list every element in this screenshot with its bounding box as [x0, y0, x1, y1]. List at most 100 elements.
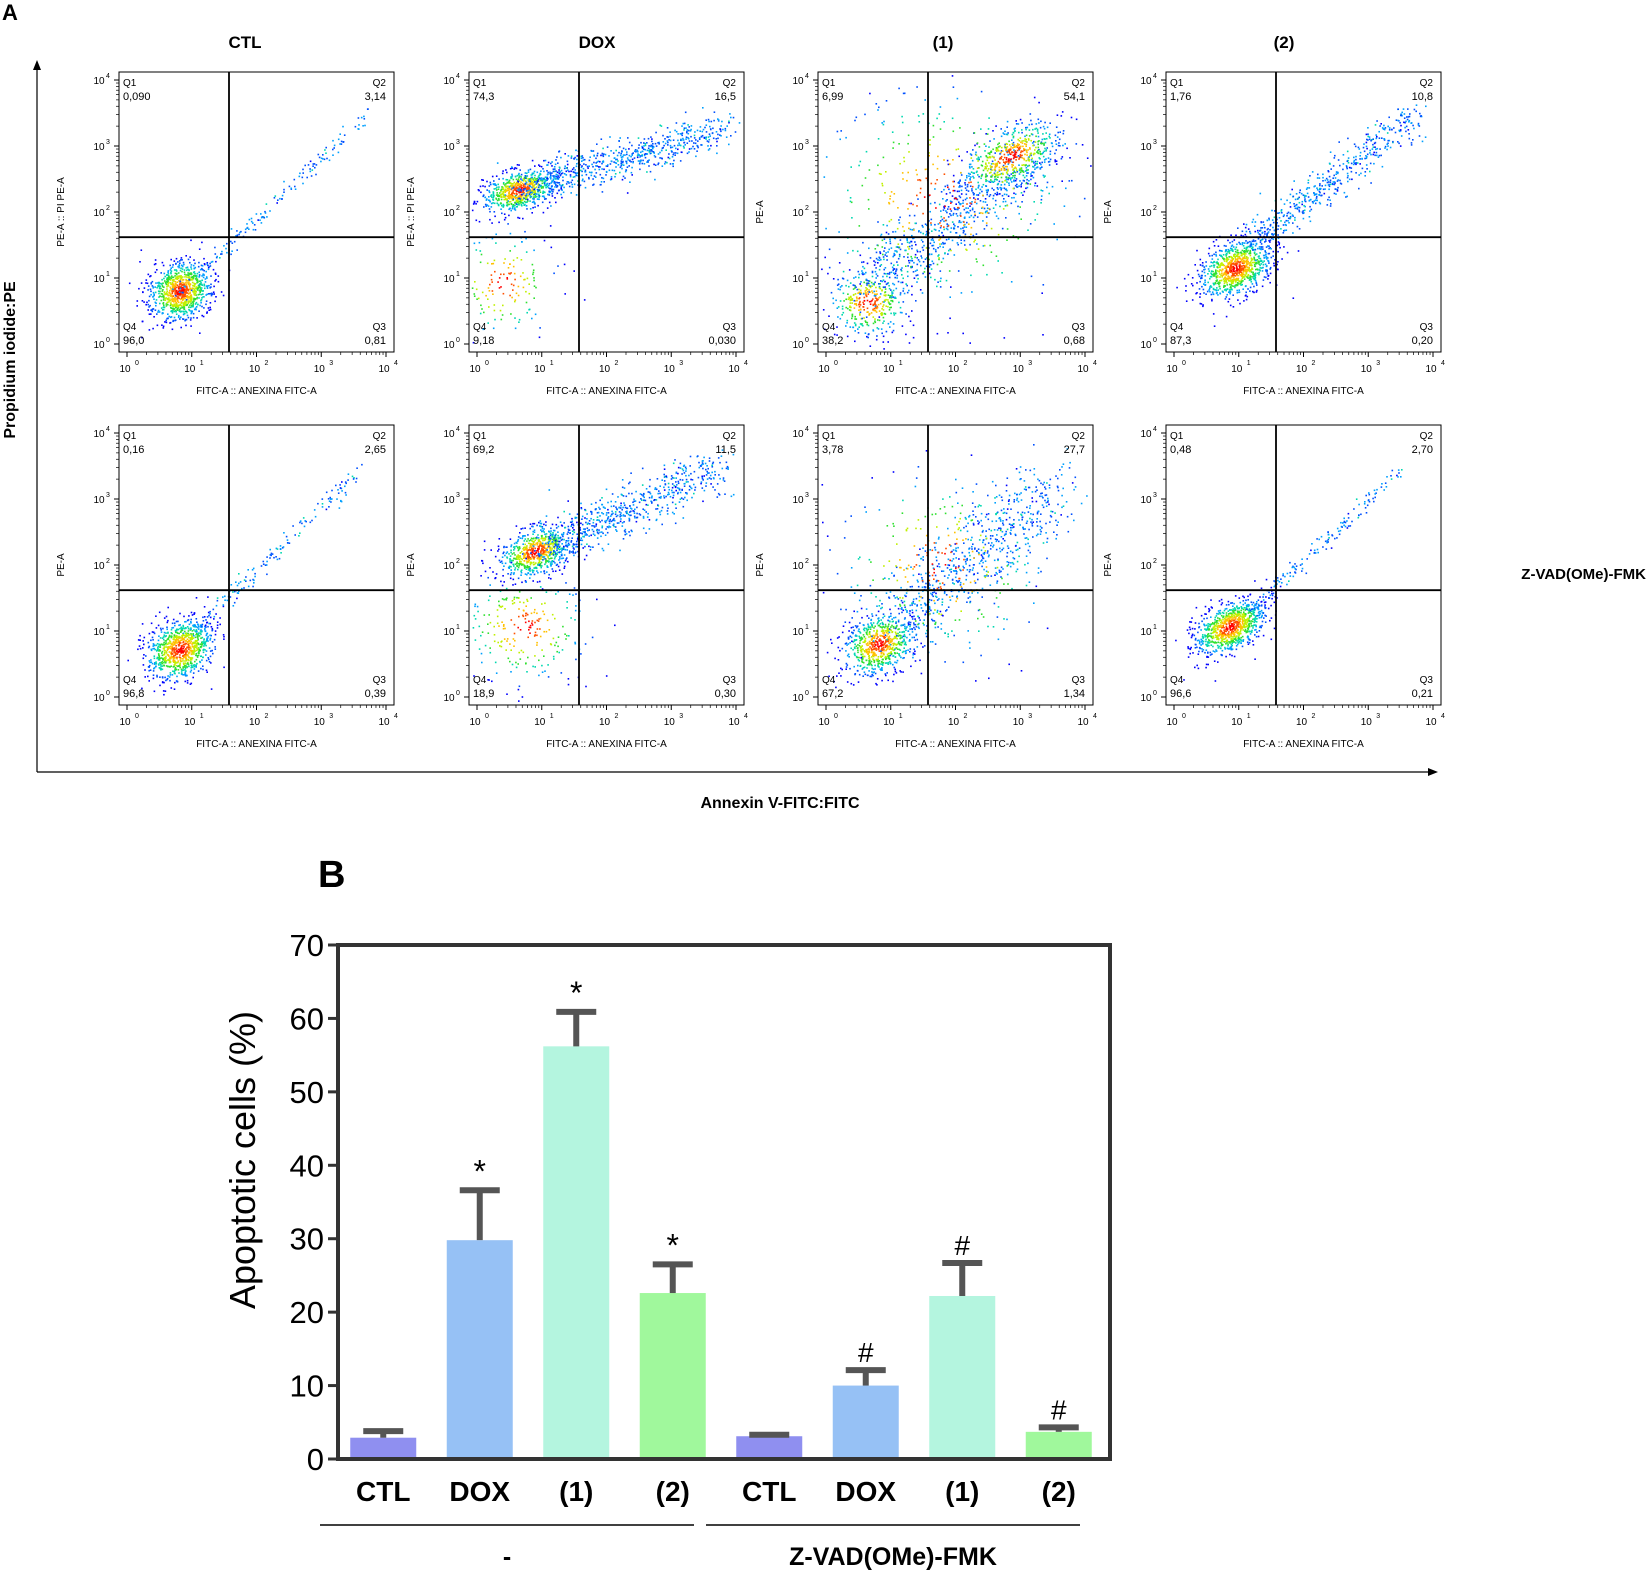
y-tick-label: 10 [93, 693, 105, 704]
quadrant-value-q3: 1,34 [1064, 688, 1085, 700]
x-tick-label: 10 [1361, 364, 1373, 375]
bar-3 [639, 1293, 706, 1457]
plot-ylabel: PE-A [406, 553, 417, 577]
plot-xlabel: FITC-A :: ANEXINA FITC-A [196, 739, 317, 750]
plot-frame [817, 424, 1094, 706]
x-tick-exponent: 3 [329, 713, 333, 720]
quadrant-label-q1: Q1 [1170, 78, 1184, 89]
quadrant-value-q1: 0,48 [1170, 444, 1191, 456]
group-label-0: - [503, 1543, 511, 1571]
y-tick-exponent: 2 [805, 205, 809, 212]
x-tick-label: 10 [1077, 364, 1089, 375]
quadrant-value-q4: 96,8 [123, 688, 144, 700]
x-tick-label: 10 [469, 364, 481, 375]
y-tick-exponent: 3 [805, 139, 809, 146]
x-tick-label: 10 [1425, 717, 1437, 728]
x-tick-exponent: 1 [550, 360, 554, 367]
quadrant-label-q1: Q1 [822, 78, 836, 89]
group-label-1: Z-VAD(OMe)-FMK [789, 1543, 997, 1571]
y-tick-label: 10 [443, 76, 455, 87]
x-tick-label: 10 [184, 364, 196, 375]
bar-category-label-0: CTL [356, 1476, 410, 1507]
quadrant-label-q4: Q4 [822, 322, 836, 333]
bar-y-tick-label: 70 [290, 928, 324, 963]
quadrant-label-q3: Q3 [373, 675, 387, 686]
bar-0 [350, 1437, 417, 1457]
quadrant-label-q1: Q1 [822, 431, 836, 442]
x-tick-exponent: 1 [200, 360, 204, 367]
quadrant-value-q4: 96,0 [123, 335, 144, 347]
quadrant-label-q2: Q2 [1420, 431, 1434, 442]
quadrant-label-q4: Q4 [1170, 675, 1184, 686]
y-tick-label: 10 [1140, 561, 1152, 572]
col-header-dox: DOX [579, 33, 617, 52]
y-tick-exponent: 1 [805, 624, 809, 631]
y-tick-exponent: 1 [456, 624, 460, 631]
x-tick-exponent: 4 [744, 360, 748, 367]
y-tick-label: 10 [792, 561, 804, 572]
y-tick-exponent: 2 [106, 205, 110, 212]
y-tick-exponent: 4 [1153, 426, 1157, 433]
scatter-points [821, 75, 1092, 350]
y-tick-label: 10 [443, 561, 455, 572]
bar-1 [446, 1240, 513, 1457]
y-tick-label: 10 [1140, 340, 1152, 351]
y-tick-label: 10 [1140, 627, 1152, 638]
quadrant-value-q1: 1,76 [1170, 91, 1191, 103]
x-tick-exponent: 2 [615, 360, 619, 367]
quadrant-value-q2: 27,7 [1064, 444, 1085, 456]
x-tick-exponent: 4 [394, 713, 398, 720]
x-tick-exponent: 4 [394, 360, 398, 367]
y-tick-label: 10 [792, 274, 804, 285]
x-tick-exponent: 3 [1376, 713, 1380, 720]
y-tick-label: 10 [443, 495, 455, 506]
y-tick-label: 10 [443, 693, 455, 704]
y-tick-label: 10 [792, 142, 804, 153]
panel-b: B Apoptotic cells (%) 0 10 20 30 40 50 60 70 CTL… [222, 854, 1112, 1571]
x-tick-exponent: 3 [329, 360, 333, 367]
scatter-points [1175, 469, 1403, 682]
x-tick-label: 10 [378, 364, 390, 375]
bar-y-tick-label: 50 [290, 1075, 324, 1110]
y-tick-label: 10 [93, 429, 105, 440]
y-tick-exponent: 4 [456, 73, 460, 80]
quadrant-value-q4: 18,9 [473, 688, 494, 700]
y-tick-exponent: 3 [1153, 139, 1157, 146]
panel-a: A CTL DOX (1) (2) Propidium iodide:PE An… [2, 0, 1646, 812]
plot-frame [118, 71, 395, 353]
scatter-points [128, 108, 369, 339]
x-tick-exponent: 0 [485, 713, 489, 720]
quadrant-value-q3: 0,39 [365, 688, 386, 700]
x-tick-label: 10 [184, 717, 196, 728]
x-tick-label: 10 [599, 717, 611, 728]
y-tick-label: 10 [93, 561, 105, 572]
plot-xlabel: FITC-A :: ANEXINA FITC-A [1243, 386, 1364, 397]
bar-5 [832, 1385, 899, 1457]
plot-ylabel: PE-A :: PI PE-A [406, 177, 417, 247]
x-tick-label: 10 [534, 717, 546, 728]
y-tick-label: 10 [93, 495, 105, 506]
quadrant-label-q2: Q2 [373, 78, 387, 89]
x-tick-exponent: 1 [1247, 713, 1251, 720]
significance-mark-7: # [1051, 1394, 1067, 1425]
quadrant-value-q1: 3,78 [822, 444, 843, 456]
x-tick-exponent: 1 [550, 713, 554, 720]
x-tick-label: 10 [883, 364, 895, 375]
y-tick-exponent: 3 [1153, 492, 1157, 499]
plot-frame [817, 71, 1094, 353]
scatter-points [471, 107, 741, 344]
x-tick-exponent: 0 [834, 360, 838, 367]
plot-frame [1165, 71, 1442, 353]
bar-y-tick-label: 40 [290, 1148, 324, 1183]
y-tick-exponent: 2 [456, 205, 460, 212]
quadrant-label-q4: Q4 [473, 675, 487, 686]
significance-mark-6: # [954, 1230, 970, 1261]
x-tick-label: 10 [728, 717, 740, 728]
y-axis-title: Propidium iodide:PE [2, 281, 19, 439]
bar-category-label-3: (2) [656, 1476, 690, 1507]
bar-y-tick-label: 10 [290, 1369, 324, 1404]
